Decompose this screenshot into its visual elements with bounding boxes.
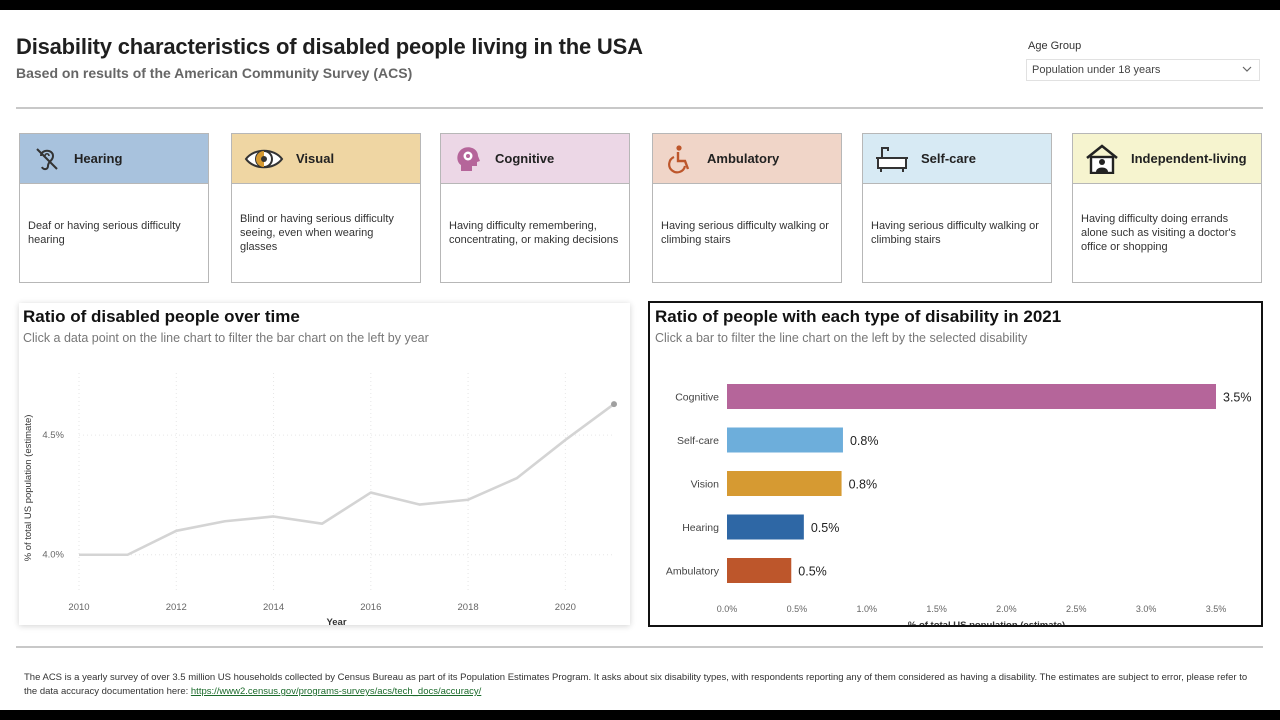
card-header: Visual xyxy=(232,134,420,184)
x-tick-label: 2018 xyxy=(458,602,479,613)
bar-chart-panel: Ratio of people with each type of disabi… xyxy=(648,301,1263,627)
chevron-down-icon xyxy=(1242,66,1252,72)
line-chart-title: Ratio of disabled people over time xyxy=(23,307,300,326)
card-visual: Visual Blind or having serious difficult… xyxy=(231,133,421,283)
dashboard-page: Disability characteristics of disabled p… xyxy=(0,10,1280,710)
card-description: Having serious difficulty walking or cli… xyxy=(661,220,829,246)
y-tick-label: 4.5% xyxy=(42,430,64,441)
header-divider xyxy=(16,107,1263,109)
card-independent-living: Independent-living Having difficulty doi… xyxy=(1072,133,1262,283)
data-label: 0.8% xyxy=(850,434,879,448)
x-tick-label: 2.5% xyxy=(1066,604,1087,614)
card-label: Visual xyxy=(296,151,335,166)
card-description: Deaf or having serious difficulty hearin… xyxy=(28,220,181,246)
category-label: Vision xyxy=(691,479,720,491)
house-person-icon xyxy=(1086,143,1118,174)
category-label: Hearing xyxy=(682,522,719,534)
card-self-care: Self-care Having serious difficulty walk… xyxy=(862,133,1052,283)
card-header: Independent-living xyxy=(1073,134,1261,184)
x-tick-label: 0.0% xyxy=(717,604,738,614)
bar-chart-subtitle: Click a bar to filter the line chart on … xyxy=(655,331,1028,345)
y-axis-title: % of total US population (estimate) xyxy=(23,415,34,562)
card-description: Having difficulty remembering, concentra… xyxy=(449,220,619,246)
bar-chart[interactable]: Cognitive 3.5% Self-care 0.8% Vision 0.8% Hear… xyxy=(650,303,1261,625)
x-axis-title: Year xyxy=(326,617,346,625)
data-point[interactable] xyxy=(611,401,617,408)
footer-text: The ACS is a yearly survey of over 3.5 m… xyxy=(24,672,1248,697)
card-header: Hearing xyxy=(20,134,208,184)
eye-icon xyxy=(244,149,284,168)
card-header: Cognitive xyxy=(441,134,629,184)
x-tick-label: 3.0% xyxy=(1136,604,1157,614)
y-tick-label: 4.0% xyxy=(42,550,64,561)
data-label: 0.8% xyxy=(849,478,878,492)
x-axis-title: % of total US population (estimate) xyxy=(908,620,1065,625)
bar-hearing[interactable] xyxy=(727,514,804,540)
age-group-label: Age Group xyxy=(1028,40,1082,52)
x-tick-label: 2012 xyxy=(166,602,187,613)
card-header: Ambulatory xyxy=(653,134,841,184)
x-tick-label: 1.0% xyxy=(856,604,877,614)
age-group-dropdown[interactable]: Population under 18 years xyxy=(1026,59,1260,81)
category-label: Self-care xyxy=(677,435,719,447)
line-chart-panel: Ratio of disabled people over time Click… xyxy=(19,303,630,625)
wheelchair-icon xyxy=(668,144,690,173)
x-tick-label: 2014 xyxy=(263,602,284,613)
line-chart[interactable]: 2010 2012 2014 2016 2018 2020 4.0% 4.5% Year % of… xyxy=(19,303,630,625)
bar-cognitive[interactable] xyxy=(727,384,1216,409)
card-label: Hearing xyxy=(74,151,123,166)
accuracy-doc-link[interactable]: https://www2.census.gov/programs-surveys… xyxy=(190,686,482,697)
card-hearing: Hearing Deaf or having serious difficult… xyxy=(19,133,209,283)
footer-divider xyxy=(16,646,1263,648)
card-description: Having difficulty doing errands alone su… xyxy=(1081,213,1236,253)
bar-chart-title: Ratio of people with each type of disabi… xyxy=(655,307,1062,326)
card-description: Blind or having serious difficulty seein… xyxy=(240,213,394,253)
head-gear-icon xyxy=(457,146,480,171)
category-label: Ambulatory xyxy=(666,566,720,578)
category-label: Cognitive xyxy=(675,392,719,404)
series-line[interactable] xyxy=(79,403,615,557)
x-tick-label: 0.5% xyxy=(787,604,808,614)
line-chart-subtitle: Click a data point on the line chart to … xyxy=(23,331,429,345)
card-label: Independent-living xyxy=(1131,151,1247,166)
disability-cards: Hearing Deaf or having serious difficult… xyxy=(19,133,1266,283)
page-subtitle: Based on results of the American Communi… xyxy=(16,65,413,81)
card-description: Having serious difficulty walking or cli… xyxy=(871,220,1039,246)
card-cognitive: Cognitive Having difficulty remembering,… xyxy=(440,133,630,283)
x-tick-label: 2.0% xyxy=(996,604,1017,614)
age-group-value: Population under 18 years xyxy=(1032,64,1161,76)
data-label: 3.5% xyxy=(1223,391,1252,405)
footer-note: The ACS is a yearly survey of over 3.5 m… xyxy=(24,671,1254,699)
data-label: 0.5% xyxy=(811,521,840,535)
x-tick-label: 1.5% xyxy=(926,604,947,614)
data-label: 0.5% xyxy=(798,565,827,579)
card-label: Ambulatory xyxy=(707,151,780,166)
card-label: Self-care xyxy=(921,151,976,166)
bathtub-icon xyxy=(876,146,908,172)
card-header: Self-care xyxy=(863,134,1051,184)
x-tick-label: 2010 xyxy=(68,602,89,613)
x-tick-label: 3.5% xyxy=(1206,604,1227,614)
page-title: Disability characteristics of disabled p… xyxy=(16,34,643,59)
bar-vision[interactable] xyxy=(727,471,842,496)
bar-self-care[interactable] xyxy=(727,427,843,453)
card-label: Cognitive xyxy=(495,151,555,166)
bar-ambulatory[interactable] xyxy=(727,558,792,583)
x-tick-label: 2016 xyxy=(360,602,381,613)
card-ambulatory: Ambulatory Having serious difficulty wal… xyxy=(652,133,842,283)
hearing-impaired-icon xyxy=(36,147,58,170)
x-tick-label: 2020 xyxy=(555,602,576,613)
